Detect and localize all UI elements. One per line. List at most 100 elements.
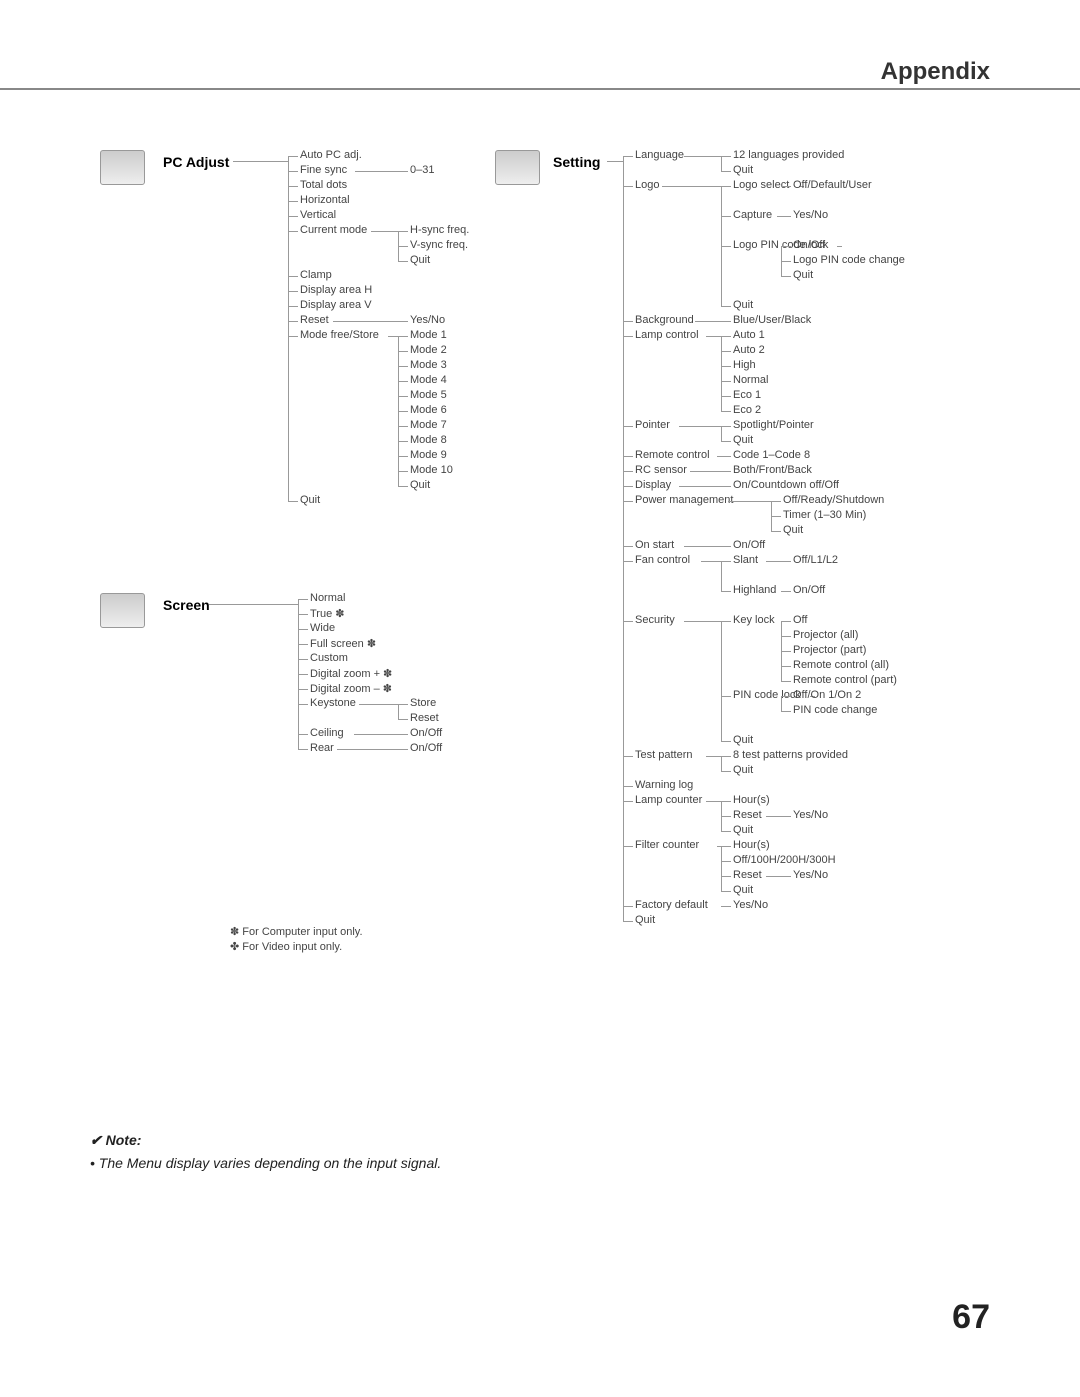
tree-line (623, 426, 633, 427)
tree-node: Reset (300, 314, 329, 326)
tree-node: Quit (733, 164, 753, 176)
tree-line (398, 246, 408, 247)
tree-line (398, 351, 408, 352)
tree-line (298, 749, 308, 750)
footnote-line: ✽ For Computer input only. (230, 925, 363, 938)
tree-line (388, 336, 399, 337)
tree-line (662, 186, 721, 187)
tree-node: Eco 2 (733, 404, 761, 416)
tree-line (288, 276, 298, 277)
tree-line (679, 426, 722, 427)
tree-node: Yes/No (410, 314, 445, 326)
tree-node: Mode 4 (410, 374, 447, 386)
tree-line (721, 591, 731, 592)
tree-node: Hour(s) (733, 839, 770, 851)
tree-line (398, 704, 399, 719)
tree-line (721, 396, 731, 397)
tree-node: 8 test patterns provided (733, 749, 848, 761)
tree-node: Power management (635, 494, 733, 506)
tree-line (721, 306, 731, 307)
tree-line (728, 501, 771, 502)
tree-node: Background (635, 314, 694, 326)
tree-line (623, 336, 633, 337)
tree-line (623, 561, 633, 562)
tree-line (721, 741, 731, 742)
tree-node: Wide (310, 622, 335, 634)
tree-node: Normal (310, 592, 345, 604)
tree-node: Rear (310, 742, 334, 754)
tree-node: Remote control (all) (793, 659, 889, 671)
tree-line (288, 156, 289, 501)
tree-line (721, 426, 731, 427)
tree-line (298, 644, 308, 645)
tree-line (721, 561, 722, 591)
tree-node: Quit (783, 524, 803, 536)
tree-node: Fan control (635, 554, 690, 566)
tree-line (721, 441, 731, 442)
tree-node: Off/100H/200H/300H (733, 854, 836, 866)
tree-node: Filter counter (635, 839, 699, 851)
tree-line (398, 231, 408, 232)
tree-line (695, 321, 721, 322)
tree-node: Display (635, 479, 671, 491)
tree-node: Quit (635, 914, 655, 926)
tree-node: On/Off (733, 539, 765, 551)
tree-line (781, 636, 791, 637)
tree-line (398, 336, 408, 337)
tree-node: Display area V (300, 299, 372, 311)
tree-line (721, 381, 731, 382)
tree-node: On/Off (410, 742, 442, 754)
tree-line (623, 471, 633, 472)
section-label: Setting (553, 152, 600, 170)
tree-line (233, 161, 288, 162)
tree-line (623, 486, 633, 487)
tree-line (623, 186, 633, 187)
tree-line (721, 321, 731, 322)
tree-line (288, 231, 298, 232)
tree-line (623, 801, 633, 802)
tree-line (781, 561, 791, 562)
tree-line (706, 756, 721, 757)
tree-line (623, 756, 633, 757)
tree-node: Off/On 1/On 2 (793, 689, 861, 701)
tree-node: Quit (733, 824, 753, 836)
tree-line (706, 801, 721, 802)
tree-node: Both/Front/Back (733, 464, 812, 476)
tree-line (781, 651, 791, 652)
tree-line (398, 171, 408, 172)
tree-line (721, 456, 731, 457)
tree-node: Custom (310, 652, 348, 664)
tree-line (721, 156, 722, 171)
tree-node: RC sensor (635, 464, 687, 476)
tree-line (721, 186, 731, 187)
tree-line (398, 749, 408, 750)
tree-line (684, 156, 721, 157)
tree-node: Remote control (635, 449, 710, 461)
tree-node: Reset (733, 809, 762, 821)
tree-node: Lamp counter (635, 794, 702, 806)
tree-line (298, 674, 308, 675)
tree-node: Mode 8 (410, 434, 447, 446)
tree-line (288, 201, 298, 202)
tree-line (209, 604, 298, 605)
tree-line (721, 846, 731, 847)
tree-line (398, 734, 408, 735)
tree-node: Off/Default/User (793, 179, 872, 191)
tree-node: Fine sync (300, 164, 347, 176)
tree-node: 0–31 (410, 164, 434, 176)
tree-line (781, 666, 791, 667)
tree-line (623, 501, 633, 502)
tree-node: Current mode (300, 224, 367, 236)
tree-line (398, 441, 408, 442)
tree-node: Mode 9 (410, 449, 447, 461)
tree-node: Yes/No (793, 869, 828, 881)
tree-line (781, 696, 791, 697)
tree-line (398, 366, 408, 367)
tree-line (721, 471, 731, 472)
tree-node: Mode 3 (410, 359, 447, 371)
tree-line (684, 546, 721, 547)
tree-node: Store (410, 697, 436, 709)
tree-line (706, 336, 721, 337)
tree-node: Auto PC adj. (300, 149, 362, 161)
section-label: PC Adjust (163, 152, 229, 170)
